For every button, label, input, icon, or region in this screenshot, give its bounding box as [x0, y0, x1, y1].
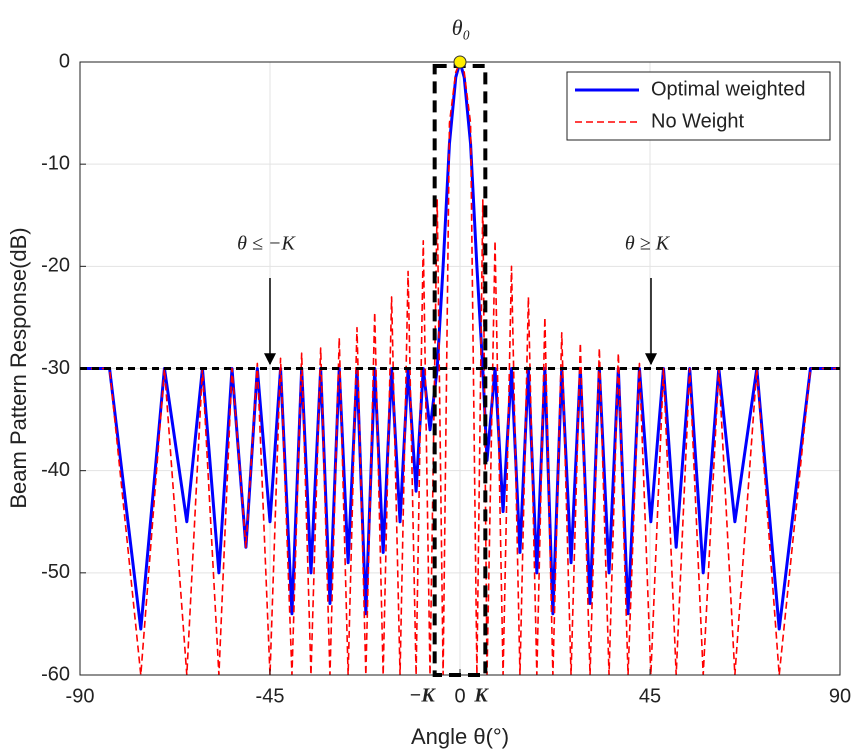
y-tick-label: -10	[41, 152, 70, 174]
right-region-label: θ ≥ K	[625, 233, 671, 255]
minus-k-label: −K	[409, 685, 436, 707]
x-tick-label: 0	[454, 685, 465, 707]
x-tick-label: 90	[829, 685, 851, 707]
y-tick-label: -40	[41, 459, 70, 481]
y-tick-label: -60	[41, 663, 70, 685]
x-axis-label: Angle θ(°)	[411, 724, 509, 749]
legend-label: Optimal weighted	[651, 78, 806, 100]
peak-label: θ₀	[452, 15, 470, 40]
x-tick-label: -90	[66, 685, 95, 707]
x-tick-label: -45	[256, 685, 285, 707]
peak-marker	[453, 55, 467, 69]
y-tick-label: -20	[41, 255, 70, 277]
series-line	[80, 62, 840, 675]
legend-box	[566, 71, 831, 141]
left-region-label: θ ≤ −K	[237, 233, 296, 255]
y-tick-label: 0	[59, 50, 70, 72]
legend-label: No Weight	[651, 110, 744, 132]
y-tick-label: -50	[41, 561, 70, 583]
y-axis-label: Beam Pattern Response(dB)	[6, 227, 31, 508]
y-tick-label: -30	[41, 357, 70, 379]
x-tick-label: 45	[639, 685, 661, 707]
k-label: K	[473, 685, 489, 707]
